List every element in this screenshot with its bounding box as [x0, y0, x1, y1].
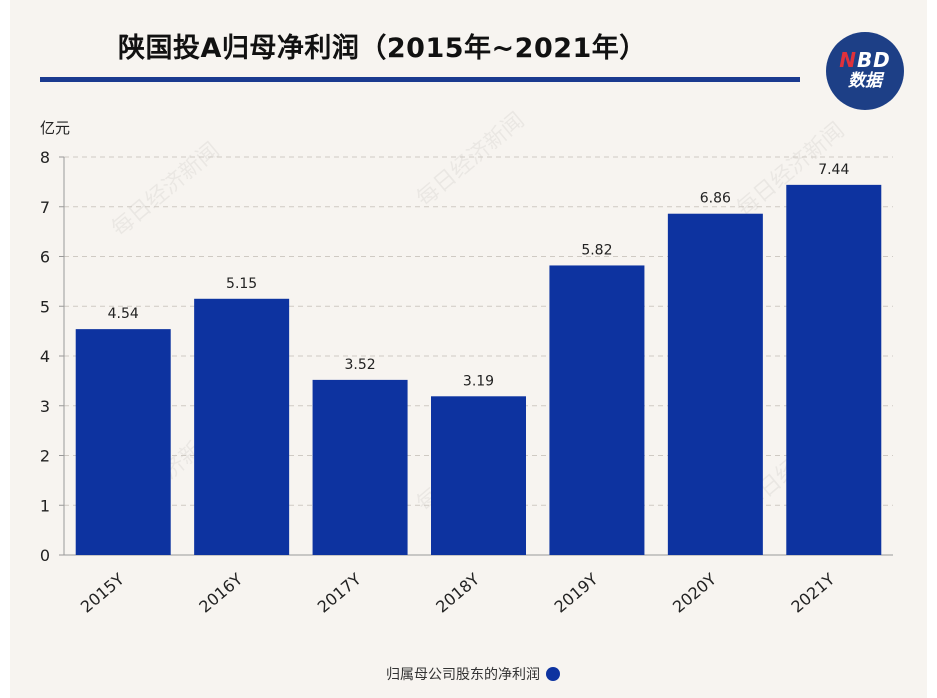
bar-2019Y	[549, 265, 645, 555]
data-label: 6.86	[700, 191, 731, 207]
data-labels: 4.54 5.15 3.52 3.19 5.82 6.86 7.44	[108, 162, 850, 389]
y-tick-label: 0	[40, 546, 50, 565]
x-tick-label: 2020Y	[669, 569, 720, 616]
logo-letters-bd: BD	[856, 48, 891, 72]
y-tick-label: 6	[40, 248, 50, 267]
y-tick-label: 8	[40, 148, 50, 167]
data-label: 5.15	[226, 276, 257, 292]
chart-title: 陕国投A归母净利润（2015年~2021年）	[118, 33, 647, 64]
logo-letter-n: N	[839, 48, 857, 72]
bar-2020Y	[667, 213, 763, 555]
legend: 归属母公司股东的净利润	[386, 664, 560, 684]
y-tick-labels: 0 1 2 3 4 5 6 7 8	[40, 148, 50, 565]
y-tick-label: 2	[40, 447, 50, 466]
nbd-data-logo: NBD 数据	[826, 32, 904, 110]
title-underline	[40, 77, 800, 82]
x-tick-labels: 2015Y 2016Y 2017Y 2018Y 2019Y 2020Y 2021Y	[77, 569, 839, 616]
bar-2018Y	[431, 396, 526, 555]
y-axis-unit-label: 亿元	[40, 119, 70, 137]
y-tick-label: 3	[40, 397, 50, 416]
bars	[75, 184, 882, 556]
x-tick-label: 2017Y	[314, 569, 365, 616]
bar-2016Y	[194, 298, 290, 555]
data-label: 7.44	[818, 162, 849, 178]
data-label: 5.82	[581, 242, 612, 258]
logo-text-top: NBD	[839, 50, 891, 70]
watermark-text: 每日经济新闻	[412, 108, 529, 212]
x-tick-label: 2015Y	[77, 569, 128, 616]
y-tick-label: 1	[40, 496, 50, 515]
x-tick-label: 2021Y	[787, 569, 838, 616]
data-label: 4.54	[108, 306, 139, 322]
bar-2017Y	[312, 379, 408, 555]
y-tick-label: 5	[40, 297, 50, 316]
x-tick-label: 2019Y	[551, 569, 602, 616]
logo-text-bottom: 数据	[848, 71, 882, 91]
legend-label: 归属母公司股东的净利润	[386, 667, 540, 683]
y-tick-label: 4	[40, 347, 50, 366]
data-label: 3.52	[344, 357, 375, 373]
data-label: 3.19	[463, 373, 494, 389]
bar-2015Y	[75, 329, 171, 555]
legend-swatch-icon	[546, 667, 560, 681]
x-tick-label: 2018Y	[432, 569, 483, 616]
bar-2021Y	[786, 184, 882, 556]
watermark-text: 每日经济新闻	[107, 138, 224, 242]
x-tick-label: 2016Y	[195, 569, 246, 616]
y-tick-label: 7	[40, 198, 50, 217]
